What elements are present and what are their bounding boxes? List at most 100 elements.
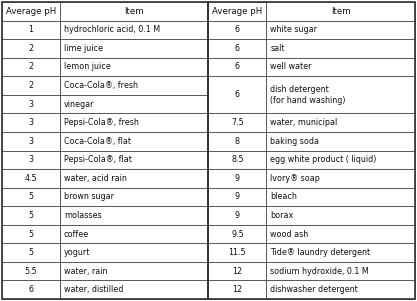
Bar	[60, 2, 208, 20]
Text: brown sugar: brown sugar	[64, 192, 114, 201]
Text: water, acid rain: water, acid rain	[64, 174, 127, 183]
Bar	[208, 2, 415, 299]
Bar	[60, 95, 208, 113]
Bar	[208, 2, 266, 20]
Bar	[2, 243, 60, 262]
Bar	[208, 39, 266, 58]
Bar	[2, 58, 60, 76]
Bar	[266, 262, 415, 281]
Bar	[266, 169, 415, 188]
Bar	[266, 188, 415, 206]
Text: Tide® laundry detergent: Tide® laundry detergent	[270, 248, 370, 257]
Bar	[266, 20, 415, 39]
Bar	[266, 243, 415, 262]
Text: 3: 3	[28, 100, 33, 109]
Bar	[2, 76, 60, 95]
Bar	[60, 225, 208, 243]
Text: 3: 3	[28, 155, 33, 164]
Text: 2: 2	[28, 44, 33, 53]
Text: 3: 3	[28, 137, 33, 146]
Bar	[60, 206, 208, 225]
Text: Pepsi-Cola®, flat: Pepsi-Cola®, flat	[64, 155, 132, 164]
Text: water, rain: water, rain	[64, 267, 107, 276]
Text: 8: 8	[235, 137, 240, 146]
Text: 6: 6	[235, 44, 240, 53]
Text: hydrochloric acid, 0.1 M: hydrochloric acid, 0.1 M	[64, 25, 160, 34]
Bar	[208, 281, 266, 299]
Bar	[266, 281, 415, 299]
Bar	[2, 95, 60, 113]
Text: Pepsi-Cola®, fresh: Pepsi-Cola®, fresh	[64, 118, 139, 127]
Text: 7.5: 7.5	[231, 118, 244, 127]
Bar	[2, 206, 60, 225]
Bar	[60, 243, 208, 262]
Text: 9.5: 9.5	[231, 230, 244, 238]
Bar	[60, 281, 208, 299]
Bar	[2, 20, 60, 39]
Bar	[266, 58, 415, 76]
Text: Item: Item	[124, 7, 144, 16]
Text: 5: 5	[28, 248, 33, 257]
Text: dish detergent
(for hand washing): dish detergent (for hand washing)	[270, 85, 346, 105]
Bar	[60, 113, 208, 132]
Bar	[2, 188, 60, 206]
Bar	[208, 225, 266, 243]
Bar	[208, 243, 266, 262]
Text: 5: 5	[28, 192, 33, 201]
Text: vinegar: vinegar	[64, 100, 94, 109]
Bar	[208, 262, 266, 281]
Bar	[2, 169, 60, 188]
Text: lime juice: lime juice	[64, 44, 103, 53]
Text: Coca-Cola®, flat: Coca-Cola®, flat	[64, 137, 131, 146]
Text: wood ash: wood ash	[270, 230, 309, 238]
Text: Coca-Cola®, fresh: Coca-Cola®, fresh	[64, 81, 138, 90]
Text: 2: 2	[28, 63, 33, 71]
Bar	[60, 76, 208, 95]
Text: salt: salt	[270, 44, 285, 53]
Text: dishwasher detergent: dishwasher detergent	[270, 285, 358, 294]
Bar	[60, 132, 208, 150]
Bar	[266, 132, 415, 150]
Bar	[60, 20, 208, 39]
Bar	[2, 281, 60, 299]
Text: borax: borax	[270, 211, 294, 220]
Text: Item: Item	[331, 7, 350, 16]
Text: 3: 3	[28, 118, 33, 127]
Text: 4.5: 4.5	[25, 174, 37, 183]
Bar	[2, 2, 60, 20]
Bar	[2, 262, 60, 281]
Text: 5: 5	[28, 230, 33, 238]
Text: coffee: coffee	[64, 230, 89, 238]
Bar	[60, 150, 208, 169]
Text: 5: 5	[28, 211, 33, 220]
Bar	[60, 58, 208, 76]
Text: baking soda: baking soda	[270, 137, 319, 146]
Bar	[2, 132, 60, 150]
Text: Ivory® soap: Ivory® soap	[270, 174, 320, 183]
Bar	[266, 39, 415, 58]
Bar	[208, 206, 266, 225]
Text: 9: 9	[235, 211, 240, 220]
Bar	[2, 150, 60, 169]
Text: bleach: bleach	[270, 192, 297, 201]
Bar	[208, 169, 266, 188]
Bar	[266, 150, 415, 169]
Bar	[208, 132, 266, 150]
Bar	[208, 58, 266, 76]
Bar	[2, 113, 60, 132]
Bar	[60, 188, 208, 206]
Text: 6: 6	[235, 25, 240, 34]
Text: 8.5: 8.5	[231, 155, 244, 164]
Text: yogurt: yogurt	[64, 248, 90, 257]
Bar	[266, 2, 415, 20]
Text: Average pH: Average pH	[212, 7, 263, 16]
Text: water, municipal: water, municipal	[270, 118, 338, 127]
Bar	[2, 225, 60, 243]
Text: 5.5: 5.5	[25, 267, 37, 276]
Text: 6: 6	[235, 90, 240, 99]
Bar	[60, 169, 208, 188]
Text: Average pH: Average pH	[6, 7, 56, 16]
Bar	[208, 188, 266, 206]
Text: well water: well water	[270, 63, 312, 71]
Text: 6: 6	[28, 285, 33, 294]
